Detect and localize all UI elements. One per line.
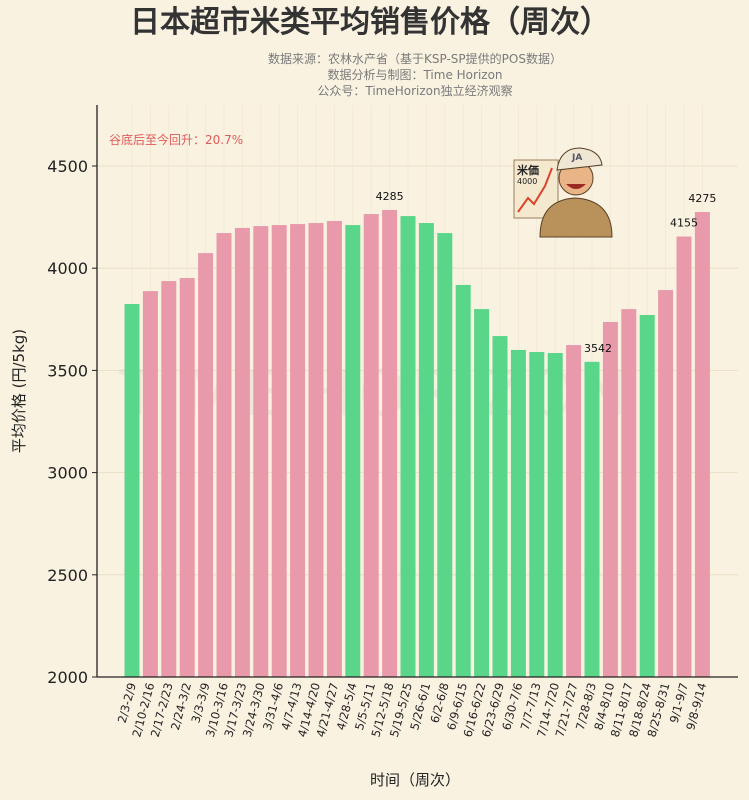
bar bbox=[234, 227, 250, 677]
y-tick-label: 2000 bbox=[47, 668, 88, 687]
bar bbox=[216, 233, 232, 677]
bars bbox=[124, 209, 710, 678]
data-label: 3542 bbox=[584, 342, 612, 355]
x-ticks: 2/3-2/92/10-2/162/17-2/232/24-3/23/3-3/9… bbox=[115, 681, 710, 739]
bar bbox=[326, 220, 342, 678]
y-ticks: 2000 2500 3000 3500 4000 4500 bbox=[47, 157, 97, 687]
x-axis-label: 时间（周次） bbox=[370, 771, 460, 789]
bar bbox=[455, 284, 471, 677]
subtitle-line-3: 公众号：TimeHorizon独立经济观察 bbox=[317, 83, 512, 98]
bar bbox=[345, 225, 361, 677]
bar bbox=[510, 349, 526, 677]
bar bbox=[437, 233, 453, 677]
bar bbox=[658, 290, 674, 677]
data-label: 4285 bbox=[376, 190, 404, 203]
sign-text: 米価 bbox=[516, 163, 539, 177]
bar bbox=[492, 336, 508, 677]
bar bbox=[161, 281, 177, 677]
subtitle-line-1: 数据来源：农林水产省（基于KSP-SP提供的POS数据） bbox=[268, 51, 562, 66]
bar bbox=[639, 315, 655, 677]
bar bbox=[253, 226, 269, 677]
bar bbox=[621, 309, 637, 677]
y-tick-label: 4000 bbox=[47, 259, 88, 278]
bar bbox=[529, 352, 545, 677]
sign-value: 4000 bbox=[517, 177, 537, 186]
bar bbox=[124, 303, 140, 677]
data-label: 4275 bbox=[688, 192, 716, 205]
rebound-annotation: 谷底后至今回升：20.7% bbox=[109, 132, 243, 147]
subtitle-line-2: 数据分析与制图：Time Horizon bbox=[327, 67, 502, 82]
bar bbox=[547, 353, 563, 677]
cap-text: JA bbox=[571, 153, 582, 163]
bar bbox=[142, 291, 158, 677]
bar bbox=[584, 361, 600, 677]
bar bbox=[382, 209, 398, 678]
y-tick-label: 2500 bbox=[47, 566, 88, 585]
bar bbox=[198, 253, 214, 677]
y-tick-label: 3500 bbox=[47, 361, 88, 380]
bar bbox=[474, 309, 490, 677]
y-tick-label: 4500 bbox=[47, 157, 88, 176]
bar bbox=[271, 225, 287, 677]
bar bbox=[363, 214, 379, 677]
bar bbox=[308, 223, 324, 678]
bar bbox=[179, 278, 195, 677]
data-labels: 4285 3542 4155 4275 bbox=[376, 190, 717, 355]
bar bbox=[694, 211, 710, 678]
bar bbox=[400, 216, 416, 677]
bar bbox=[566, 345, 582, 677]
bar bbox=[676, 236, 692, 677]
chart-title: 日本超市米类平均销售价格（周次） bbox=[130, 5, 610, 40]
happy-farmer-illustration: 米価 4000 JA bbox=[513, 147, 613, 238]
y-axis-label: 平均价格 (円/5kg) bbox=[10, 329, 28, 453]
y-tick-label: 3000 bbox=[47, 464, 88, 483]
data-label: 4155 bbox=[670, 217, 698, 230]
bar bbox=[418, 223, 434, 678]
bar bbox=[290, 224, 306, 677]
bar bbox=[602, 321, 618, 677]
